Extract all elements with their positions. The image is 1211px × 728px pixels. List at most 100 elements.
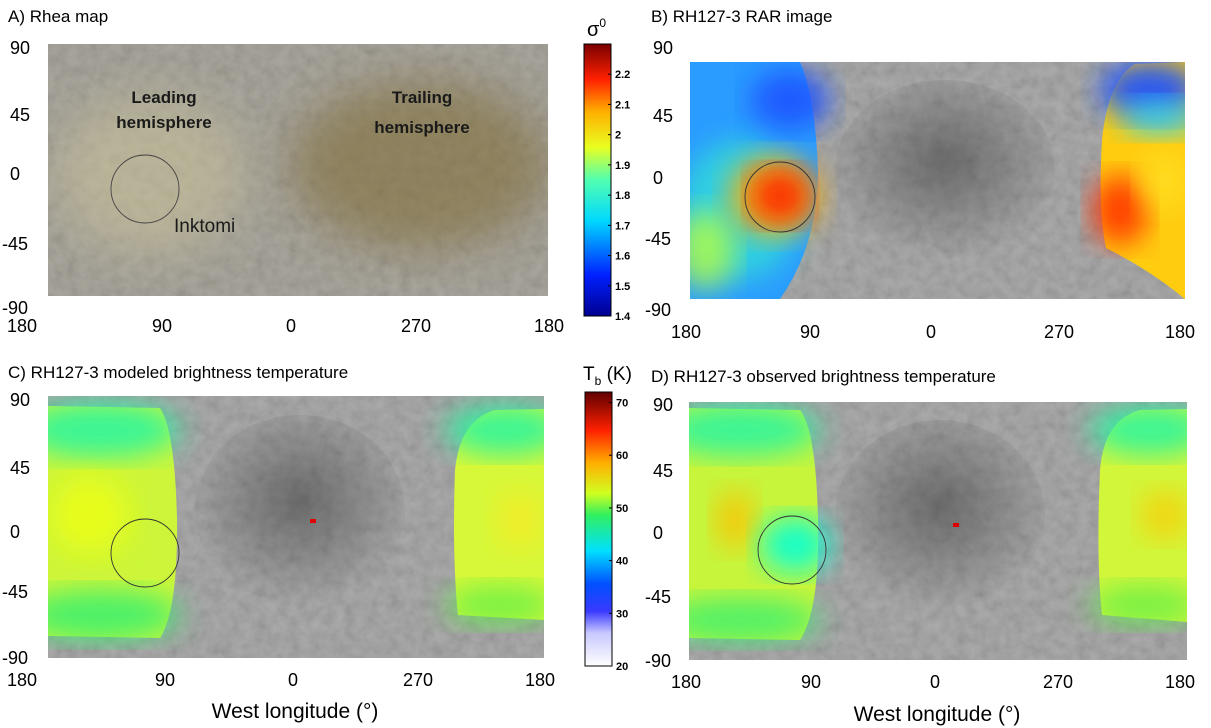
y-tick: 0 — [10, 522, 20, 542]
rar-right-lobe — [1092, 62, 1185, 299]
panel-b: B) RH127-3 RAR image 90 — [645, 7, 1195, 342]
x-tick: 0 — [286, 316, 296, 336]
panel-c: C) RH127-3 modeled brightness temperatur… — [2, 363, 555, 723]
panel-b-map — [690, 62, 1185, 299]
colorbar-tick-label: 2 — [615, 130, 621, 142]
y-tick: -90 — [2, 648, 28, 668]
leading-hemisphere-label: Leading — [131, 88, 196, 107]
tb-colorbar: Tb (K) 70 60 50 40 30 20 — [583, 364, 632, 673]
sigma-colorbar-title: σ0 — [587, 16, 606, 41]
panel-c-x-ticks: 180 90 0 270 180 — [7, 670, 555, 690]
colorbar-tick-label: 50 — [616, 503, 628, 515]
panel-a-y-ticks: 90 45 0 -45 -90 — [2, 38, 30, 318]
observed-tb-right-lobe — [1090, 405, 1187, 625]
x-tick: 270 — [403, 670, 433, 690]
colorbar-tick-label: 2.1 — [615, 99, 630, 111]
y-tick: -45 — [2, 582, 28, 602]
colorbar-tick-label: 60 — [616, 450, 628, 462]
panel-b-x-ticks: 180 90 0 270 180 — [671, 322, 1195, 342]
panel-d: D) RH127-3 observed brightness temperatu… — [645, 367, 1195, 726]
panel-b-title: B) RH127-3 RAR image — [651, 7, 832, 26]
sigma-colorbar-ticks: 2.2 2.1 2 1.9 1.8 1.7 1.6 1.5 1.4 — [608, 69, 631, 323]
y-tick: 0 — [10, 164, 20, 184]
sigma-colorbar-gradient — [583, 43, 612, 317]
x-tick: 0 — [930, 672, 940, 692]
colorbar-tick-label: 1.5 — [615, 281, 630, 293]
leading-hemisphere-label-2: hemisphere — [116, 113, 211, 132]
y-tick: -45 — [645, 587, 671, 607]
colorbar-tick-label: 20 — [616, 661, 628, 673]
subspacecraft-marker — [953, 523, 959, 527]
x-tick: 180 — [525, 670, 555, 690]
inktomi-label: Inktomi — [174, 216, 235, 237]
y-tick: 90 — [10, 38, 30, 58]
x-tick: 90 — [800, 322, 820, 342]
x-tick: 90 — [155, 670, 175, 690]
y-tick: -90 — [2, 298, 28, 318]
colorbar-tick-label: 30 — [616, 608, 628, 620]
modeled-tb-left-lobe — [48, 402, 180, 640]
panel-a: A) Rhea map Leading hemisphere Trailing … — [2, 7, 564, 336]
panel-a-x-ticks: 180 90 0 270 180 — [7, 316, 564, 336]
y-tick: 90 — [653, 395, 673, 415]
x-tick: 90 — [801, 672, 821, 692]
tb-symbol: T — [583, 364, 595, 385]
y-tick: 45 — [653, 106, 673, 126]
y-tick: 45 — [10, 105, 30, 125]
panel-d-map — [689, 402, 1187, 660]
y-tick: 90 — [10, 390, 30, 410]
x-tick: 180 — [671, 322, 701, 342]
trailing-hemisphere-tint — [290, 80, 548, 250]
tb-colorbar-ticks: 70 60 50 40 30 20 — [609, 398, 628, 673]
tb-unit: (K) — [601, 364, 632, 385]
y-tick: 45 — [653, 461, 673, 481]
x-tick: 180 — [1165, 672, 1195, 692]
tb-colorbar-gradient — [584, 391, 613, 667]
panel-a-map: Leading hemisphere Trailing hemisphere I… — [48, 44, 548, 296]
y-tick: 0 — [653, 168, 663, 188]
panel-c-map — [48, 396, 544, 658]
colorbar-tick-label: 1.4 — [615, 311, 631, 323]
panel-d-xlabel: West longitude (°) — [854, 703, 1021, 726]
colorbar-tick-label: 1.9 — [615, 160, 630, 172]
y-tick: 45 — [10, 458, 30, 478]
inktomi-crater-circle — [757, 515, 827, 585]
panel-c-y-ticks: 90 45 0 -45 -90 — [2, 390, 30, 668]
y-tick: -45 — [2, 234, 28, 254]
colorbar-tick-label: 70 — [616, 398, 628, 410]
inktomi-crater-circle — [744, 161, 816, 233]
panel-b-y-ticks: 90 45 0 -45 -90 — [645, 38, 673, 320]
subspacecraft-marker — [310, 519, 316, 523]
panel-d-x-ticks: 180 90 0 270 180 — [671, 672, 1195, 692]
panel-d-y-ticks: 90 45 0 -45 -90 — [645, 395, 673, 671]
leading-hemisphere-tint — [55, 95, 245, 255]
inktomi-crater-circle — [110, 518, 180, 588]
inktomi-crater-circle — [110, 154, 180, 224]
x-tick: 0 — [288, 670, 298, 690]
colorbar-tick-label: 2.2 — [615, 69, 630, 81]
y-tick: -90 — [645, 651, 671, 671]
sigma-superscript: 0 — [599, 16, 606, 30]
x-tick: 270 — [401, 316, 431, 336]
tb-colorbar-title: Tb (K) — [583, 364, 632, 388]
x-tick: 0 — [926, 322, 936, 342]
sigma-symbol: σ — [587, 19, 600, 41]
x-tick: 180 — [534, 316, 564, 336]
tb-subscript: b — [595, 374, 602, 388]
trailing-hemisphere-label: Trailing — [392, 88, 452, 107]
modeled-tb-right-lobe — [445, 405, 544, 625]
x-tick: 180 — [7, 316, 37, 336]
y-tick: -45 — [645, 229, 671, 249]
x-tick: 270 — [1044, 322, 1074, 342]
x-tick: 90 — [152, 316, 172, 336]
panel-a-title: A) Rhea map — [8, 7, 108, 26]
panel-c-title: C) RH127-3 modeled brightness temperatur… — [8, 363, 348, 382]
y-tick: 90 — [653, 38, 673, 58]
sigma-colorbar: σ0 2.2 2.1 2 1.9 1.8 1.7 1.6 1.5 1.4 — [583, 16, 631, 323]
x-tick: 270 — [1043, 672, 1073, 692]
panel-d-title: D) RH127-3 observed brightness temperatu… — [651, 367, 996, 386]
x-tick: 180 — [7, 670, 37, 690]
observed-tb-left-lobe — [689, 404, 830, 642]
x-tick: 180 — [1165, 322, 1195, 342]
